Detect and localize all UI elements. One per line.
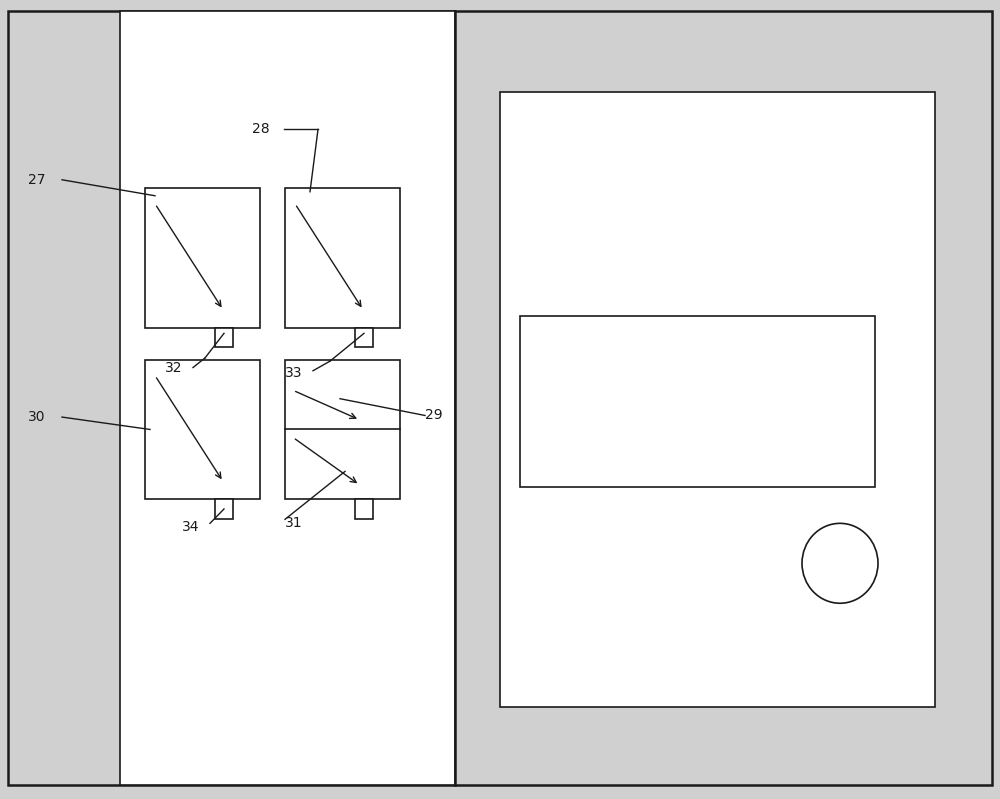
Bar — [500, 92, 935, 707]
Bar — [215, 328, 233, 347]
Text: 30: 30 — [28, 410, 46, 424]
Text: 33: 33 — [285, 366, 302, 380]
Text: 28: 28 — [252, 122, 270, 137]
Bar — [355, 499, 373, 519]
Text: 27: 27 — [28, 173, 46, 187]
Bar — [285, 188, 400, 328]
Bar — [120, 11, 455, 785]
Text: 31: 31 — [285, 516, 303, 531]
Text: 29: 29 — [425, 408, 443, 423]
Text: 34: 34 — [182, 520, 200, 535]
Bar — [145, 188, 260, 328]
Ellipse shape — [802, 523, 878, 603]
Bar — [520, 316, 875, 487]
Text: 32: 32 — [165, 360, 182, 375]
Bar — [355, 328, 373, 347]
Bar — [285, 360, 400, 499]
Bar — [145, 360, 260, 499]
Bar — [215, 499, 233, 519]
